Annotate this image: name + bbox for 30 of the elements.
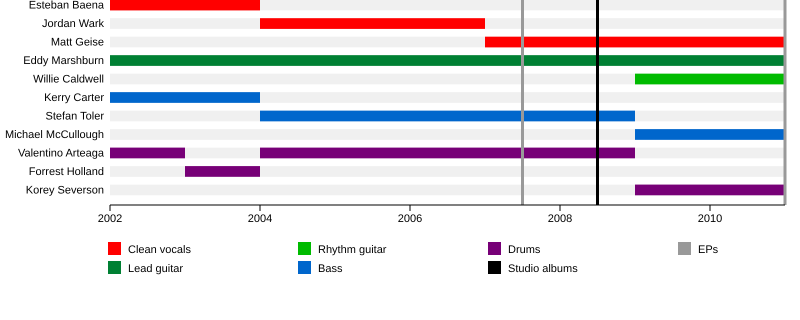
y-tick-label: Michael McCullough <box>4 128 104 141</box>
y-tick-label: Esteban Baena <box>28 0 105 12</box>
x-tick-label: 2002 <box>98 212 122 225</box>
y-tick-label: Jordan Wark <box>42 18 104 30</box>
x-tick-label: 2010 <box>698 212 722 225</box>
y-tick-label: Korey Severson <box>26 184 104 196</box>
legend-label: Studio albums <box>508 263 578 275</box>
y-tick-label: Eddy Marshburn <box>23 55 104 68</box>
bar <box>185 166 260 177</box>
y-tick-label: Kerry Carter <box>44 92 104 104</box>
y-tick-label: Forrest Holland <box>28 166 104 178</box>
y-tick-label: Willie Caldwell <box>33 74 104 86</box>
bar <box>635 74 785 84</box>
x-tick-label: 2008 <box>548 212 572 225</box>
bar <box>110 148 185 158</box>
x-tick-label: 2006 <box>398 212 422 225</box>
bar <box>110 92 260 103</box>
legend-label: Lead guitar <box>128 263 184 275</box>
legend-label: Rhythm guitar <box>318 244 387 256</box>
legend-label: Clean vocals <box>128 244 192 256</box>
legend-label: Bass <box>318 263 343 275</box>
bar <box>635 184 785 196</box>
bar <box>635 129 785 140</box>
legend-label: Drums <box>508 244 541 256</box>
y-tick-label: Valentino Arteaga <box>18 147 105 160</box>
y-tick-label: Matt Geise <box>50 36 104 49</box>
y-tick-label: Stefan Toler <box>45 110 104 123</box>
bar <box>110 0 260 10</box>
legend-label: EPs <box>698 244 719 256</box>
x-tick-label: 2004 <box>248 212 272 225</box>
